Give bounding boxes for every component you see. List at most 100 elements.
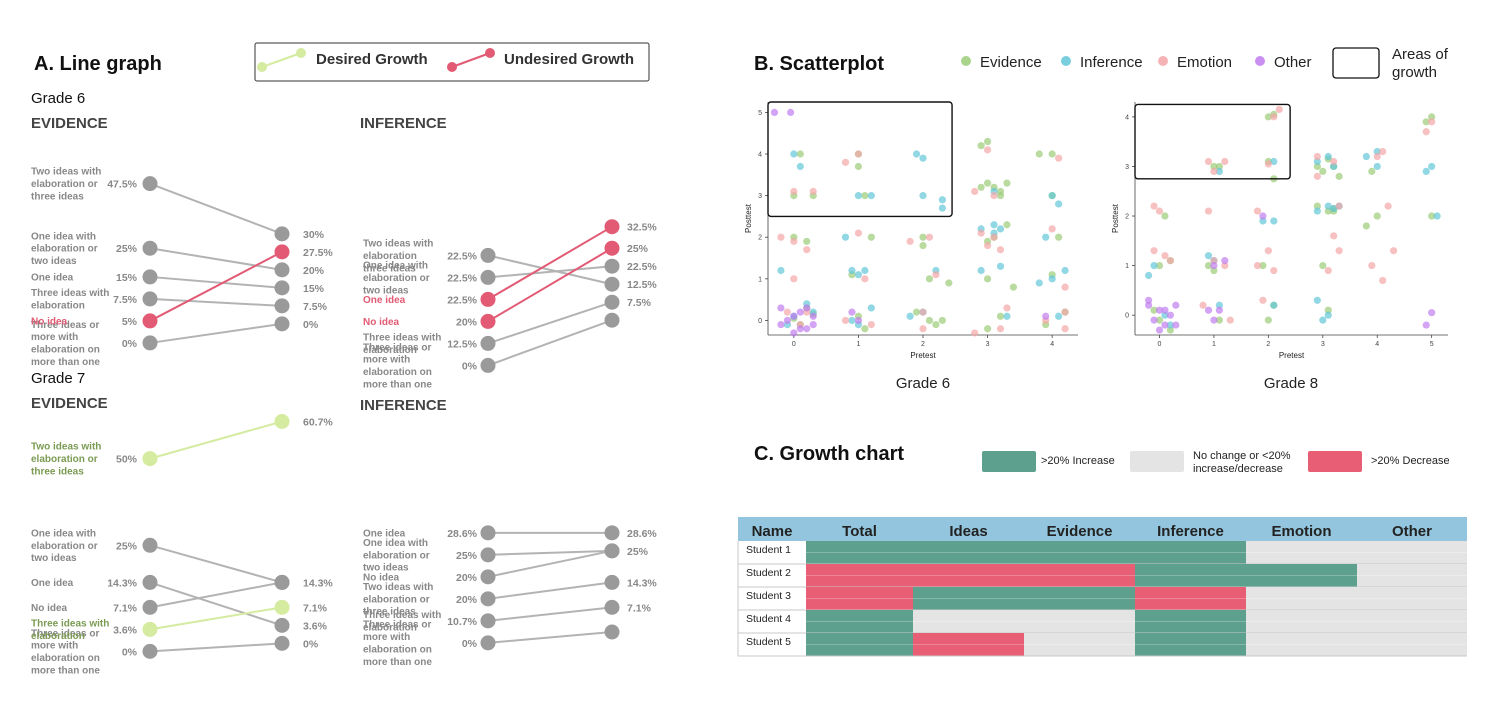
- inference-point: [1042, 233, 1050, 241]
- growth-cell: [913, 587, 1024, 610]
- emotion-point: [1204, 207, 1213, 215]
- emotion-point: [990, 192, 998, 200]
- inference-point: [990, 221, 998, 229]
- category-label: elaboration or: [363, 594, 430, 605]
- scatter-legend-item: Evidence: [961, 54, 1042, 71]
- emotion-point: [783, 308, 791, 316]
- inference-point: [777, 266, 785, 275]
- pretest-dot: [480, 525, 496, 541]
- legend-swatch: [1061, 56, 1071, 66]
- pretest-percent: 0%: [122, 646, 138, 658]
- inference-point: [1324, 311, 1332, 319]
- growth-line: [149, 182, 283, 235]
- inference-point: [1215, 301, 1223, 309]
- category-label: No idea: [31, 603, 68, 614]
- x-tick-label: 4: [1375, 341, 1379, 348]
- growth-line: [149, 420, 283, 460]
- inference-point: [1324, 202, 1332, 210]
- posttest-dot: [274, 574, 290, 590]
- other-point: [1428, 309, 1436, 317]
- legend-swatch: [1255, 56, 1265, 66]
- x-axis-title: Pretest: [1279, 351, 1305, 360]
- growth-line: [487, 631, 613, 644]
- table-row: Student 5: [738, 633, 1467, 657]
- emotion-point: [1428, 118, 1436, 126]
- growth-legend-swatch: [1308, 451, 1362, 472]
- y-tick-label: 4: [1125, 114, 1129, 121]
- inference-point: [1055, 200, 1063, 208]
- posttest-percent: 28.6%: [627, 528, 657, 540]
- growth-line: [149, 247, 283, 271]
- evidence-point: [977, 183, 985, 191]
- growth-line: [487, 581, 613, 600]
- other-point: [770, 108, 779, 117]
- inference-point: [919, 154, 927, 162]
- evidence-point: [925, 316, 934, 325]
- emotion-point: [925, 233, 934, 241]
- emotion-point: [1389, 247, 1398, 255]
- inference-point: [906, 312, 914, 320]
- other-point: [1150, 316, 1158, 324]
- posttest-dot: [604, 624, 620, 640]
- evidence-point: [945, 279, 953, 287]
- pretest-dot: [142, 574, 158, 590]
- emotion-point: [983, 146, 992, 154]
- evidence-point: [1373, 212, 1381, 220]
- emotion-point: [1061, 325, 1069, 333]
- emotion-point: [841, 316, 850, 325]
- posttest-percent: 25%: [627, 243, 649, 255]
- other-point: [1042, 312, 1050, 320]
- evidence-point: [1035, 150, 1043, 158]
- emotion-point: [1330, 232, 1338, 240]
- inference-point: [1270, 157, 1278, 166]
- legend-desired-line: [261, 52, 302, 68]
- evidence-point: [1319, 167, 1327, 176]
- growth-cell: [1357, 587, 1467, 610]
- evidence-point: [1428, 212, 1436, 220]
- other-point: [796, 325, 804, 333]
- evidence-point: [977, 142, 985, 150]
- category-label: more than one: [31, 665, 100, 676]
- line-row: 10.7% 7.1% Three ideas with elaboration: [363, 599, 652, 634]
- line-row: 22.5% 12.5% Two ideas withelaborationthree…: [363, 239, 657, 292]
- growth-legend-item: >20% Decrease: [1308, 451, 1450, 472]
- other-point: [790, 312, 798, 320]
- category-label: Three ideas or: [31, 628, 99, 639]
- other-point: [787, 108, 795, 117]
- evidence-point: [932, 320, 940, 329]
- pretest-dot: [480, 335, 496, 351]
- emotion-point: [1259, 296, 1267, 304]
- category-label: more than one: [363, 657, 432, 668]
- inference-point: [1150, 261, 1158, 270]
- evidence-point: [1215, 316, 1223, 324]
- other-point: [1259, 212, 1267, 220]
- posttest-percent: 27.5%: [303, 247, 333, 259]
- category-label: elaboration or: [31, 454, 98, 465]
- inference-point: [867, 304, 875, 312]
- pretest-dot: [142, 313, 158, 329]
- growth-cell: [1024, 610, 1135, 633]
- emotion-point: [971, 187, 979, 196]
- x-axis-title: Pretest: [910, 351, 936, 360]
- evidence-point: [1313, 202, 1321, 210]
- growth-line: [487, 247, 613, 323]
- pretest-percent: 20%: [456, 316, 478, 328]
- growth-cell: [1357, 564, 1467, 587]
- pretest-dot: [142, 291, 158, 307]
- category-label: elaboration or: [363, 273, 430, 284]
- category-label: Three ideas or: [363, 620, 431, 631]
- emotion-point: [1335, 202, 1343, 210]
- emotion-point: [996, 325, 1005, 333]
- evidence-point: [1155, 316, 1164, 324]
- inference-point: [790, 150, 798, 158]
- category-label: two ideas: [31, 256, 77, 267]
- table-row: Student 4: [738, 610, 1467, 634]
- emotion-point: [803, 246, 811, 254]
- metric-title: EVIDENCE: [31, 395, 108, 412]
- pretest-dot: [142, 269, 158, 285]
- posttest-dot: [604, 543, 620, 559]
- growth-cell: [806, 587, 913, 610]
